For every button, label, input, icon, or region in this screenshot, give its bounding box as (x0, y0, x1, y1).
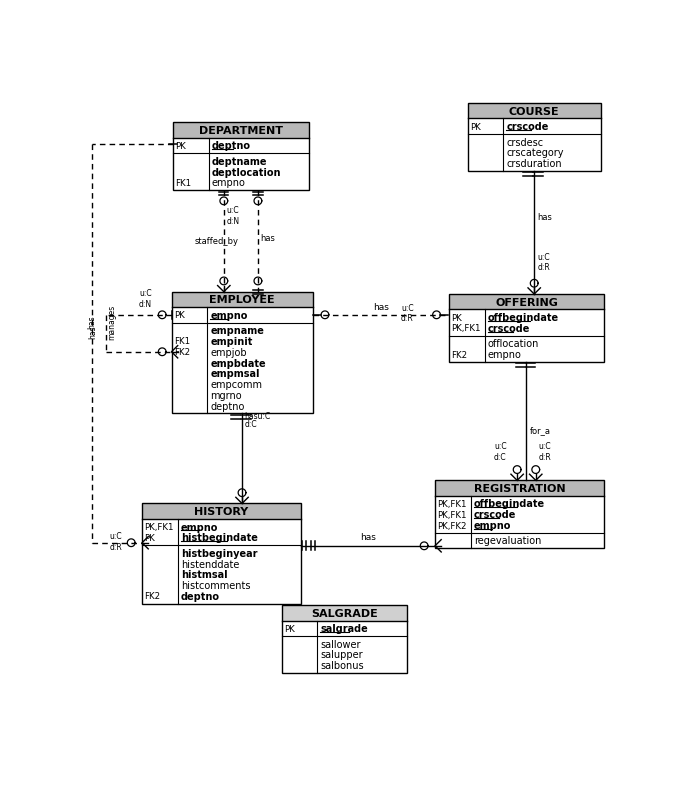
Text: empno: empno (181, 522, 218, 532)
Text: empinit: empinit (210, 337, 253, 346)
Text: for_a: for_a (531, 426, 551, 435)
Bar (172, 293, 313, 308)
Text: has: has (538, 213, 552, 221)
Text: empbdate: empbdate (210, 358, 266, 368)
Text: PK: PK (284, 624, 295, 633)
Text: salgrade: salgrade (320, 623, 368, 634)
Text: crsdesc: crsdesc (506, 137, 544, 148)
Text: histbegindate: histbegindate (181, 533, 257, 543)
Text: deptno: deptno (210, 401, 245, 411)
Bar (142, 504, 301, 604)
Text: empcomm: empcomm (210, 379, 262, 390)
Text: manages: manages (107, 305, 116, 340)
Text: empno: empno (212, 178, 246, 188)
Bar (468, 104, 601, 119)
Text: FK1: FK1 (175, 179, 192, 188)
Text: PK,FK1: PK,FK1 (437, 510, 467, 519)
Text: has: has (373, 302, 388, 311)
Bar (449, 294, 604, 363)
Text: u:C
d:R: u:C d:R (538, 253, 550, 272)
Text: empno: empno (210, 310, 248, 321)
Text: histbeginyear: histbeginyear (181, 548, 257, 558)
Text: u:C
d:C: u:C d:C (494, 442, 506, 461)
Text: empmsal: empmsal (210, 369, 259, 379)
Text: hasu:C: hasu:C (244, 411, 270, 420)
Text: deptno: deptno (181, 591, 220, 602)
Text: histenddate: histenddate (181, 559, 239, 569)
Bar (449, 294, 604, 310)
Text: DEPARTMENT: DEPARTMENT (199, 126, 283, 136)
Text: SALGRADE: SALGRADE (311, 608, 377, 618)
Text: PK: PK (451, 314, 462, 322)
Text: has: has (87, 314, 96, 328)
Text: has: has (260, 233, 275, 242)
Bar (282, 606, 407, 673)
Text: regevaluation: regevaluation (474, 536, 541, 545)
Text: PK,FK1: PK,FK1 (451, 324, 481, 333)
Bar (173, 124, 308, 139)
Text: deptname: deptname (212, 156, 267, 167)
Text: HISTORY: HISTORY (195, 507, 248, 516)
Text: u:C
d:R: u:C d:R (539, 442, 551, 461)
Text: EMPLOYEE: EMPLOYEE (209, 295, 275, 305)
Bar (172, 293, 313, 414)
Text: COURSE: COURSE (509, 107, 560, 116)
Text: salbonus: salbonus (320, 660, 364, 670)
Bar (282, 606, 407, 673)
Bar (173, 124, 308, 191)
Bar (142, 504, 301, 519)
Bar (173, 124, 308, 191)
Text: sallower: sallower (320, 639, 361, 649)
Bar (142, 504, 301, 604)
Text: offbegindate: offbegindate (474, 499, 545, 508)
Text: OFFERING: OFFERING (495, 298, 558, 307)
Text: FK2: FK2 (144, 592, 161, 601)
Text: has: has (88, 325, 97, 338)
Text: u:C
d:R: u:C d:R (110, 532, 122, 551)
Text: d:C: d:C (244, 420, 257, 429)
Bar (172, 293, 313, 414)
Bar (282, 606, 407, 621)
Text: FK1: FK1 (174, 337, 190, 346)
Text: PK: PK (470, 123, 481, 132)
Text: empname: empname (210, 326, 264, 336)
Text: has: has (360, 533, 376, 541)
Text: PK,FK2: PK,FK2 (437, 520, 467, 530)
Text: PK: PK (174, 311, 184, 320)
Bar (435, 480, 604, 549)
Text: crscode: crscode (506, 122, 549, 132)
Text: deptlocation: deptlocation (212, 168, 282, 177)
Text: offlocation: offlocation (488, 339, 539, 349)
Text: histcomments: histcomments (181, 581, 250, 590)
Text: deptno: deptno (212, 141, 250, 152)
Text: crscode: crscode (474, 509, 516, 520)
Bar (468, 104, 601, 172)
Text: empno: empno (488, 350, 522, 359)
Text: staffed_by: staffed_by (195, 237, 238, 246)
Text: REGISTRATION: REGISTRATION (473, 484, 565, 493)
Bar (468, 104, 601, 172)
Text: mgrno: mgrno (210, 391, 242, 400)
Text: u:C
d:N: u:C d:N (139, 289, 152, 308)
Text: crscode: crscode (488, 323, 530, 334)
Text: salupper: salupper (320, 650, 363, 659)
Text: PK,FK1: PK,FK1 (144, 522, 174, 532)
Text: FK2: FK2 (174, 348, 190, 357)
Text: u:C
d:R: u:C d:R (401, 303, 413, 322)
Text: offbegindate: offbegindate (488, 313, 559, 322)
Text: empno: empno (474, 520, 511, 530)
Text: crsduration: crsduration (506, 159, 562, 169)
Text: crscategory: crscategory (506, 148, 564, 158)
Text: PK: PK (175, 142, 186, 151)
Text: PK: PK (144, 533, 155, 542)
Text: histmsal: histmsal (181, 569, 228, 580)
Text: PK,FK1: PK,FK1 (437, 500, 467, 508)
Bar (435, 480, 604, 549)
Text: FK2: FK2 (451, 350, 467, 359)
Text: u:C
d:N: u:C d:N (226, 206, 239, 225)
Bar (449, 294, 604, 363)
Text: empjob: empjob (210, 347, 247, 358)
Bar (435, 480, 604, 496)
